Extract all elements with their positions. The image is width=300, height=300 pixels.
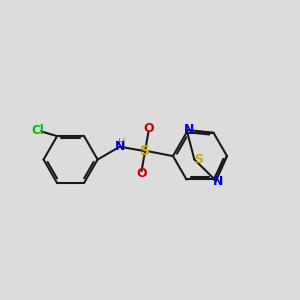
Text: O: O [136,167,147,180]
Text: H: H [118,138,125,148]
Text: S: S [194,153,203,166]
Text: S: S [140,144,150,158]
Text: Cl: Cl [31,124,44,137]
Text: N: N [213,175,224,188]
Text: N: N [115,140,125,153]
Text: O: O [143,122,154,135]
Text: N: N [184,123,194,136]
